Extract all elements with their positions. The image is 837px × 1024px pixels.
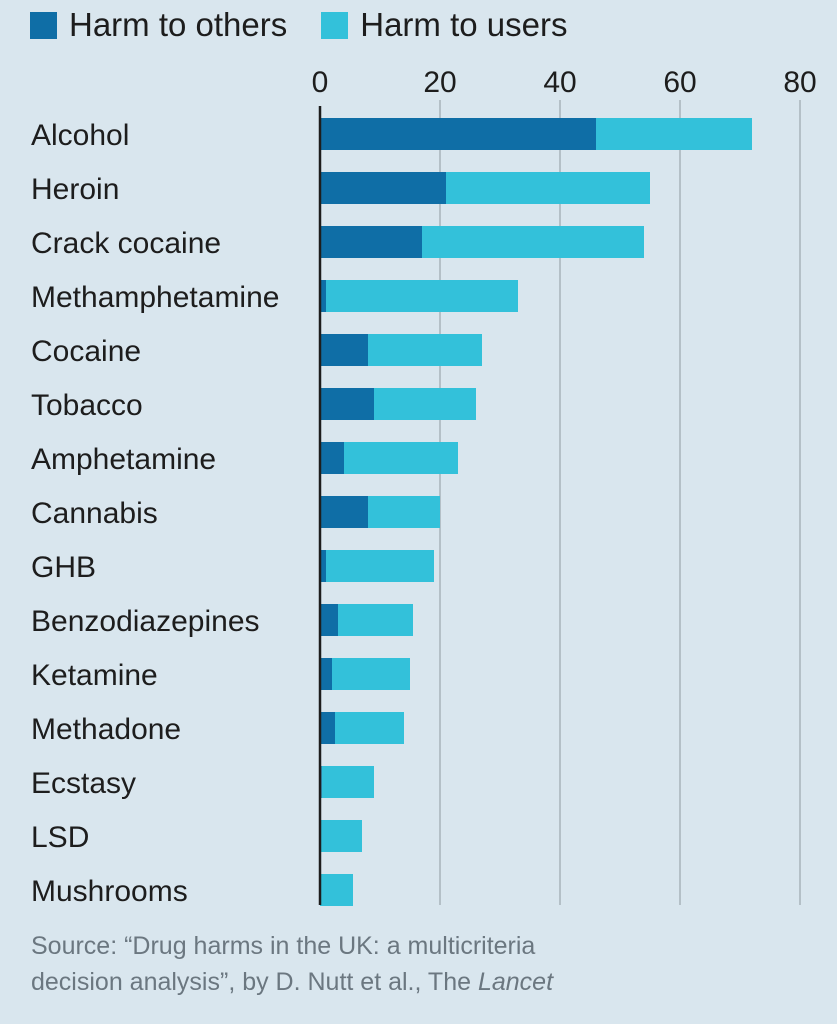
source-journal: Lancet [477,968,554,996]
bar-harm-to-users [446,172,650,204]
bar-harm-to-users [320,820,362,852]
x-tick-label: 0 [312,66,329,99]
legend-label-users: Harm to users [360,6,568,43]
bar-harm-to-others [320,226,422,258]
bar-harm-to-others [320,442,344,474]
source-line-2: decision analysis”, by D. Nutt et al., T… [31,964,553,1000]
bar-harm-to-users [320,874,353,906]
bar-harm-to-others [320,496,368,528]
category-label: Ketamine [31,659,158,692]
bar-harm-to-others [320,334,368,366]
bar-harm-to-users [422,226,644,258]
category-label: Heroin [31,173,119,206]
category-label: Alcohol [31,119,129,152]
legend-item-harm-to-others: Harm to others [30,6,287,44]
legend-label-others: Harm to others [69,6,288,43]
bar-harm-to-others [320,712,335,744]
category-label: Cocaine [31,335,141,368]
bar-harm-to-others [320,658,332,690]
category-label: Tobacco [31,389,143,422]
category-label: Crack cocaine [31,227,221,260]
category-label: Mushrooms [31,875,188,908]
legend-swatch-others [30,11,57,39]
x-tick-label: 20 [423,66,456,99]
x-tick-label: 80 [783,66,816,99]
category-label: Cannabis [31,497,158,530]
source-note: Source: “Drug harms in the UK: a multicr… [31,928,553,1000]
source-line-2-text: decision analysis”, by D. Nutt et al., T… [31,968,478,996]
bar-harm-to-others [320,280,326,312]
category-label: Methamphetamine [31,281,279,314]
bar-harm-to-users [335,712,404,744]
legend: Harm to others Harm to users [30,6,601,44]
bar-harm-to-users [338,604,413,636]
bar-harm-to-others [320,388,374,420]
bar-harm-to-users [596,118,752,150]
bar-harm-to-users [368,496,440,528]
bar-harm-to-users [374,388,476,420]
category-label: Benzodiazepines [31,605,260,638]
bar-harm-to-users [321,766,374,798]
source-line-1: Source: “Drug harms in the UK: a multicr… [31,932,536,960]
legend-swatch-users [321,11,349,39]
bar-harm-to-users [332,658,410,690]
bar-harm-to-users [326,550,434,582]
bar-harm-to-users [344,442,458,474]
category-label: Amphetamine [31,443,216,476]
category-label: Methadone [31,713,181,746]
category-label: Ecstasy [31,767,136,800]
bar-harm-to-users [368,334,482,366]
category-label: GHB [31,551,96,584]
x-tick-label: 60 [663,66,696,99]
legend-item-harm-to-users: Harm to users [321,6,567,44]
bar-harm-to-others [320,118,596,150]
bar-harm-to-others [320,550,326,582]
x-tick-label: 40 [543,66,576,99]
bar-harm-to-users [326,280,518,312]
bar-harm-to-others [320,604,338,636]
bar-harm-to-others [320,172,446,204]
category-label: LSD [31,821,89,854]
